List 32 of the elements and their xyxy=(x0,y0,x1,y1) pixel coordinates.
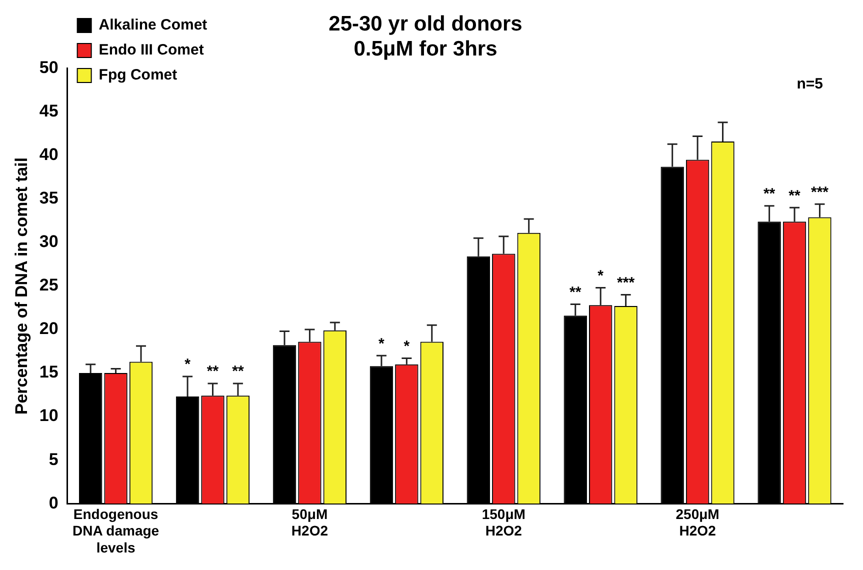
legend-label: Fpg Comet xyxy=(98,66,178,84)
legend-label: Alkaline Comet xyxy=(98,16,208,34)
data-label: ** xyxy=(570,284,582,301)
chart-title: 25-30 yr old donors 0.5μM for 3hrs xyxy=(328,12,522,61)
y-tick-label: 50 xyxy=(39,58,58,78)
legend-label: Endo III Comet xyxy=(98,42,204,59)
data-label: * xyxy=(378,335,385,352)
data-label: ** xyxy=(232,363,244,380)
x-tick-label: 150μM H2O2 xyxy=(482,506,526,539)
x-tick-label: 250μM H2O2 xyxy=(676,506,720,539)
data-label: *** xyxy=(810,184,829,201)
data-label: * xyxy=(598,267,604,284)
y-tick-label: 0 xyxy=(48,493,58,512)
y-tick-label: 10 xyxy=(39,406,58,426)
y-tick-label: 45 xyxy=(39,102,58,121)
data-label: ** xyxy=(788,187,801,204)
y-tick-label: 25 xyxy=(39,276,58,295)
data-label: ** xyxy=(206,363,219,380)
x-tick-label: Endogenous DNA damage levels xyxy=(72,506,160,556)
annotation: n=5 xyxy=(796,75,823,92)
y-tick-label: 20 xyxy=(39,319,58,338)
data-label: * xyxy=(404,338,410,355)
y-tick-label: 35 xyxy=(39,188,58,208)
y-tick-label: 15 xyxy=(39,362,58,382)
data-label: *** xyxy=(617,274,635,292)
y-tick-label: 30 xyxy=(39,232,58,252)
y-tick-label: 5 xyxy=(48,450,58,469)
x-tick-label: 50μM H2O2 xyxy=(291,506,328,539)
y-axis-title: Percentage of DNA in comet tail xyxy=(12,157,31,415)
data-label: ** xyxy=(763,186,776,203)
data-label: * xyxy=(184,356,191,374)
y-tick-label: 40 xyxy=(39,145,58,164)
